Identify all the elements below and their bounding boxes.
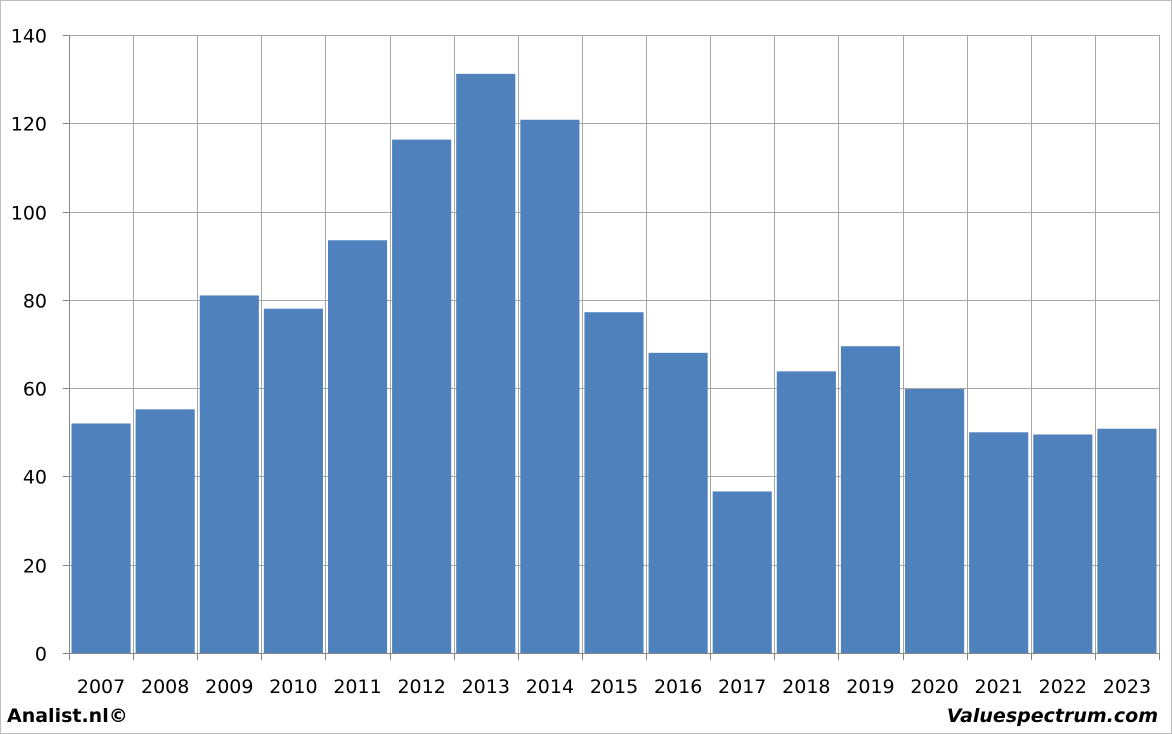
bar-2021 xyxy=(969,432,1029,653)
axes xyxy=(63,35,1160,660)
y-tick-label: 0 xyxy=(35,644,47,666)
x-tick-label: 2017 xyxy=(718,676,766,698)
y-tick-label: 40 xyxy=(23,467,47,489)
y-tick-labels: 0 20 40 60 80 100 120 140 xyxy=(11,26,47,666)
x-tick-label: 2012 xyxy=(397,676,445,698)
bar-2023 xyxy=(1097,428,1157,653)
x-tick-label: 2014 xyxy=(526,676,574,698)
bar-2013 xyxy=(456,73,516,654)
bar-2014 xyxy=(520,119,580,654)
y-tick-label: 80 xyxy=(23,291,47,313)
bar-2019 xyxy=(840,346,901,653)
x-tick-label: 2018 xyxy=(782,676,830,698)
bar-2007 xyxy=(71,423,131,653)
source-credit-left: Analist.nl© xyxy=(7,705,128,727)
bar-2010 xyxy=(263,308,323,653)
bar-2016 xyxy=(648,352,708,653)
y-tick-label: 60 xyxy=(23,379,47,401)
x-tick-label: 2007 xyxy=(77,676,125,698)
bar-2022 xyxy=(1033,434,1093,653)
x-tick-label: 2010 xyxy=(269,676,317,698)
x-tick-label: 2011 xyxy=(333,676,381,698)
x-tick-label: 2009 xyxy=(205,676,253,698)
source-credit-right: Valuespectrum.com xyxy=(946,705,1158,727)
x-tick-label: 2015 xyxy=(590,676,638,698)
bar-2012 xyxy=(392,139,452,653)
bar-2008 xyxy=(135,409,195,653)
x-tick-label: 2023 xyxy=(1103,676,1151,698)
bar-2011 xyxy=(327,240,388,653)
bar-2015 xyxy=(584,312,644,653)
bar-2020 xyxy=(905,389,965,653)
x-tick-labels: 2007 2008 2009 2010 2011 2012 2013 2014 2015 2016… xyxy=(77,676,1151,698)
y-tick-label: 20 xyxy=(23,556,47,578)
bar-2017 xyxy=(712,491,772,653)
x-tick-label: 2019 xyxy=(846,676,894,698)
y-tick-label: 120 xyxy=(11,114,47,136)
x-tick-label: 2013 xyxy=(462,676,510,698)
bars xyxy=(71,73,1157,654)
x-tick-label: 2008 xyxy=(141,676,189,698)
y-tick-label: 140 xyxy=(11,26,47,48)
x-tick-label: 2020 xyxy=(910,676,958,698)
bar-2009 xyxy=(199,295,259,653)
x-tick-label: 2021 xyxy=(975,676,1023,698)
bar-2018 xyxy=(776,371,836,653)
gridlines xyxy=(69,35,1160,653)
x-tick-label: 2022 xyxy=(1039,676,1087,698)
y-tick-label: 100 xyxy=(11,203,47,225)
x-tick-label: 2016 xyxy=(654,676,702,698)
